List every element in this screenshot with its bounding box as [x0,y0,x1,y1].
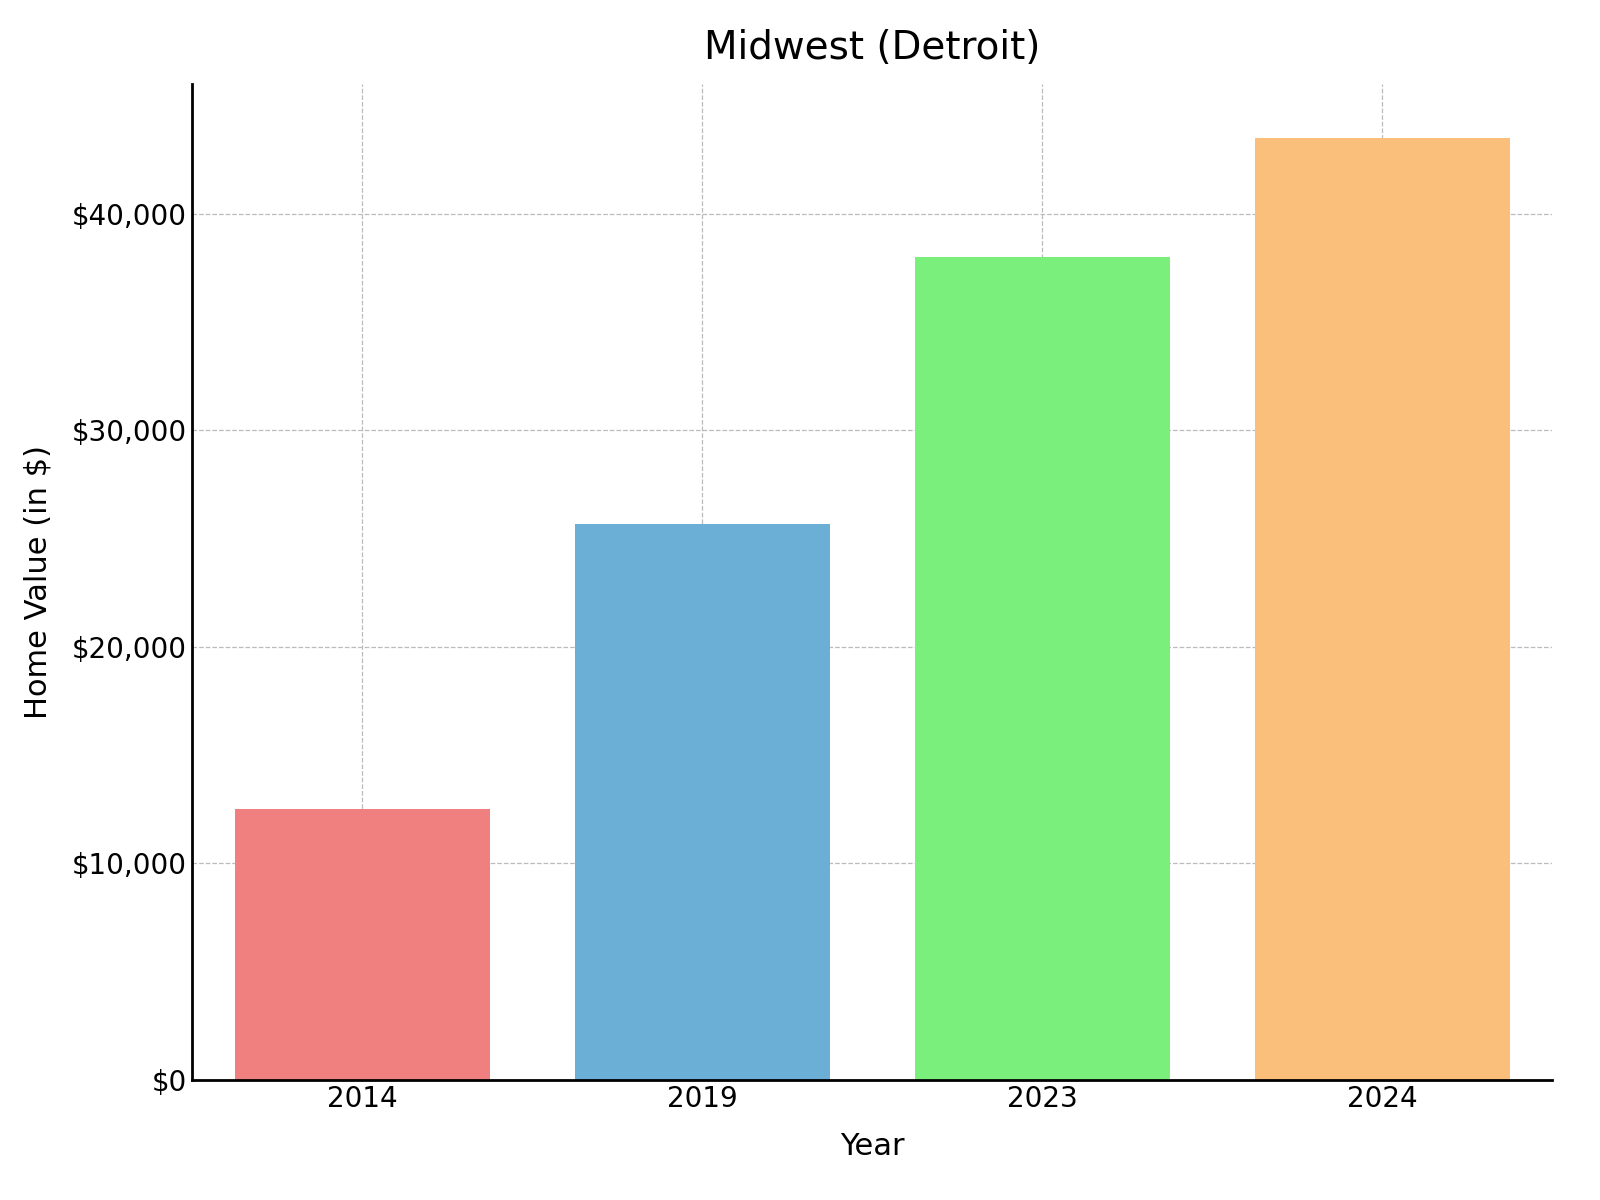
X-axis label: Year: Year [840,1133,904,1162]
Title: Midwest (Detroit): Midwest (Detroit) [704,29,1040,67]
Bar [235,809,490,1080]
Bar [1254,138,1509,1080]
Bar [574,523,829,1080]
Bar [915,257,1170,1080]
Y-axis label: Home Value (in $): Home Value (in $) [24,445,53,719]
